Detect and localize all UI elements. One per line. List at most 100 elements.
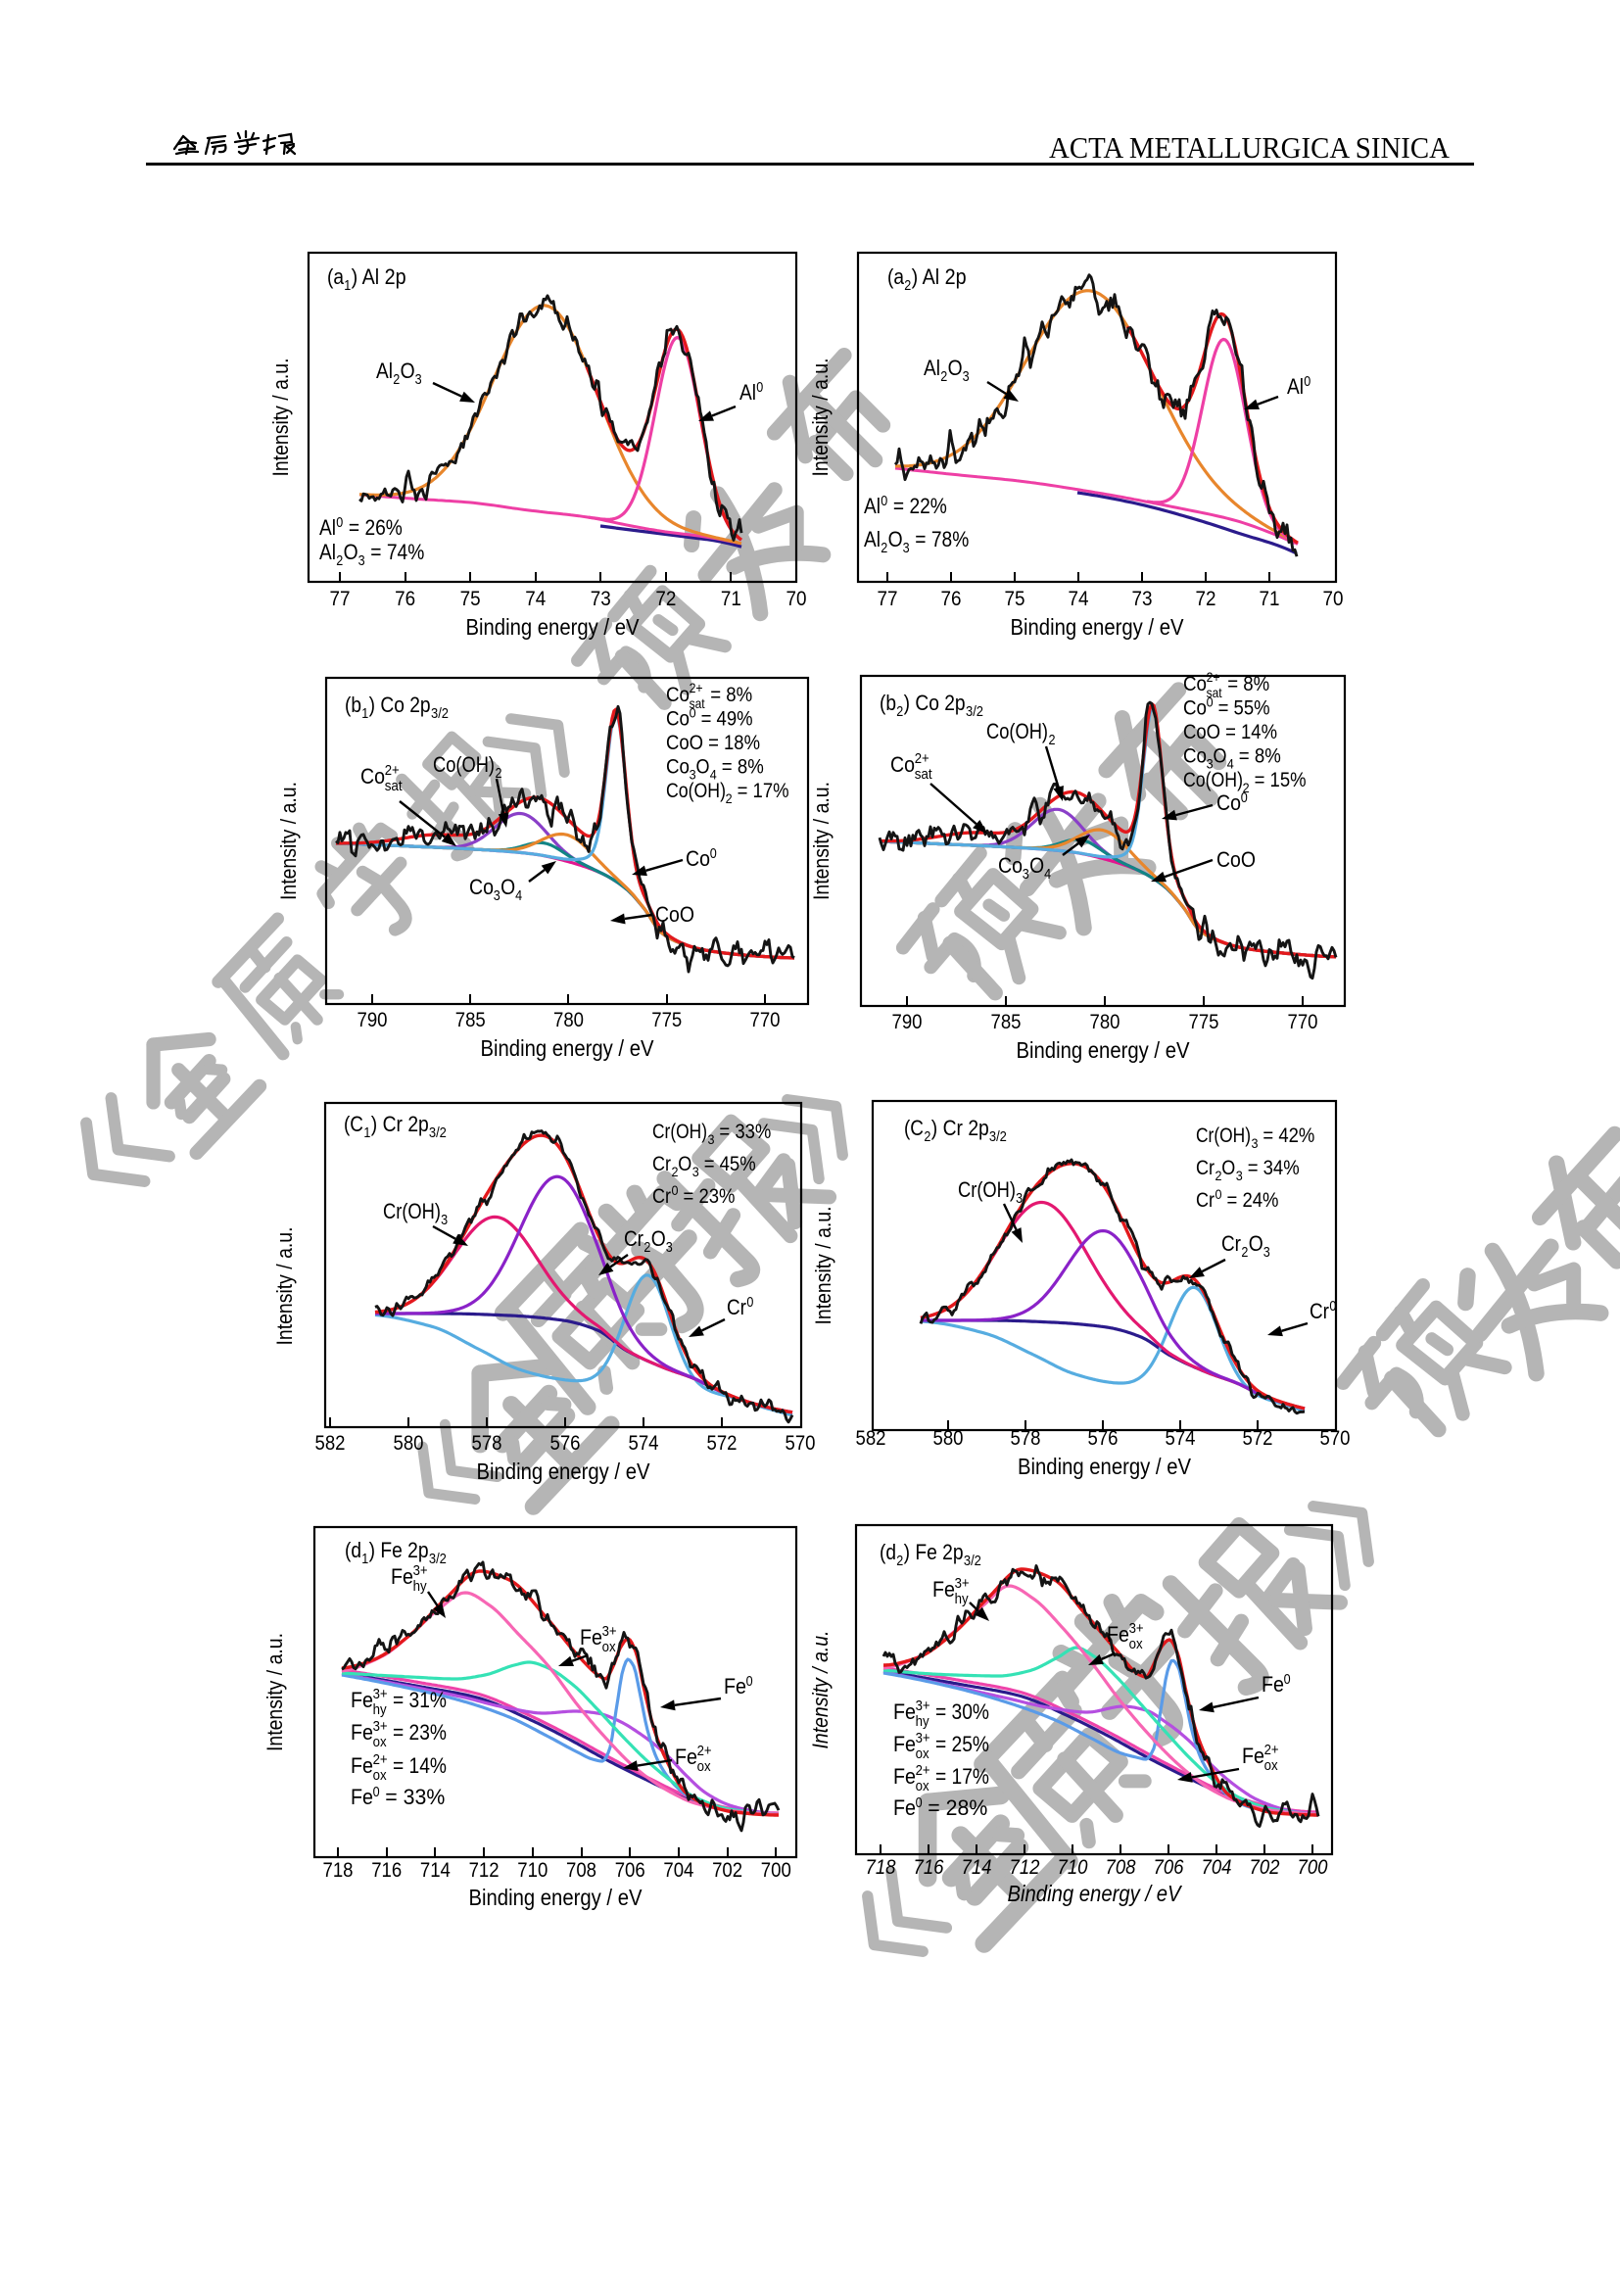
svg-text:0: 0 [1207,694,1214,710]
svg-text:ox: ox [1129,1636,1143,1652]
svg-text:0: 0 [1241,789,1248,806]
svg-text:3+: 3+ [955,1575,970,1592]
svg-text:O: O [1029,853,1044,878]
svg-text:0: 0 [690,705,696,721]
svg-text:= 8%: = 8% [1239,745,1281,768]
svg-text:74: 74 [525,588,546,610]
svg-text:2+: 2+ [1207,669,1220,685]
svg-text:) Al 2p: ) Al 2p [352,264,406,289]
svg-text:2: 2 [336,552,343,569]
svg-text:sat: sat [915,766,933,783]
svg-text:Intensity / a.u.: Intensity / a.u. [808,359,833,477]
svg-text:4: 4 [515,887,522,904]
svg-text:O: O [344,540,358,564]
svg-text:ox: ox [916,1778,929,1794]
svg-text:708: 708 [1106,1856,1136,1879]
svg-text:O: O [696,756,710,779]
svg-text:716: 716 [371,1859,402,1882]
svg-text:1: 1 [344,277,351,294]
svg-text:Intensity / a.u.: Intensity / a.u. [811,1207,835,1325]
svg-text:Cr(OH): Cr(OH) [383,1199,441,1223]
svg-text:CoO: CoO [1216,847,1256,872]
svg-text:2+: 2+ [690,680,703,695]
svg-text:= 78%: = 78% [915,527,969,551]
svg-text:Al: Al [1287,374,1304,399]
svg-text:570: 570 [1320,1427,1351,1450]
svg-text:76: 76 [395,588,415,610]
svg-text:572: 572 [707,1432,738,1455]
svg-text:= 14%: = 14% [393,1753,447,1778]
svg-text:CoO: CoO [655,902,694,927]
svg-text:0: 0 [1215,1186,1222,1202]
svg-text:3/2: 3/2 [429,1124,447,1141]
svg-text:2: 2 [940,368,947,385]
svg-text:2: 2 [896,1553,903,1569]
svg-text:ox: ox [697,1758,711,1775]
svg-text:75: 75 [460,588,481,610]
svg-text:O: O [1221,1157,1235,1179]
svg-text:Binding energy / eV: Binding energy / eV [1017,1037,1191,1063]
svg-text:Co: Co [469,875,494,899]
svg-text:3: 3 [1252,1135,1259,1151]
svg-text:Cr(OH): Cr(OH) [958,1177,1016,1202]
svg-text:0: 0 [1284,1671,1291,1688]
svg-text:Binding energy / eV: Binding energy / eV [481,1035,655,1061]
svg-text:712: 712 [1010,1856,1040,1879]
svg-text:) Al 2p: ) Al 2p [912,264,967,289]
svg-text:3: 3 [1016,1190,1023,1207]
svg-text:Intensity / a.u.: Intensity / a.u. [262,1633,287,1751]
svg-text:72: 72 [655,588,676,610]
svg-text:3+: 3+ [602,1623,617,1640]
svg-text:Al: Al [864,494,881,518]
svg-text:Al: Al [924,356,940,380]
svg-text:2: 2 [1215,1168,1222,1183]
svg-text:785: 785 [455,1009,486,1031]
svg-text:3: 3 [415,371,422,388]
svg-text:576: 576 [550,1432,581,1455]
svg-text:Intensity / a.u.: Intensity / a.u. [809,782,834,900]
svg-text:(d: (d [345,1538,361,1562]
svg-text:CoO = 18%: CoO = 18% [666,732,760,754]
svg-text:3: 3 [903,540,910,556]
svg-text:716: 716 [914,1856,944,1879]
svg-text:74: 74 [1069,588,1089,610]
svg-text:3: 3 [708,1131,715,1147]
svg-text:3/2: 3/2 [964,1553,981,1569]
svg-text:3: 3 [358,552,365,569]
svg-text:77: 77 [878,588,898,610]
svg-text:Co: Co [666,756,690,779]
svg-text:75: 75 [1005,588,1025,610]
svg-text:702: 702 [712,1859,742,1882]
svg-text:2: 2 [1241,1244,1248,1261]
svg-text:ox: ox [916,1746,929,1762]
svg-text:ox: ox [1264,1757,1278,1774]
svg-text:Co(OH): Co(OH) [986,719,1048,743]
svg-text:770: 770 [750,1009,781,1031]
svg-text:= 17%: = 17% [935,1764,989,1789]
svg-text:Al: Al [739,380,756,405]
svg-text:71: 71 [1260,588,1280,610]
svg-text:= 33%: = 33% [385,1785,445,1809]
svg-text:3: 3 [1236,1168,1243,1183]
svg-text:sat: sat [385,778,404,794]
svg-text:582: 582 [315,1432,346,1455]
svg-text:2: 2 [726,790,733,806]
svg-text:O: O [651,1226,666,1251]
svg-text:3: 3 [1263,1244,1270,1261]
svg-text:77: 77 [330,588,351,610]
svg-text:) Fe 2p: ) Fe 2p [369,1538,429,1562]
svg-text:Fe: Fe [893,1699,916,1724]
svg-text:O: O [500,875,515,899]
svg-text:= 25%: = 25% [935,1732,989,1756]
svg-text:2: 2 [881,540,887,556]
svg-text:3+: 3+ [1129,1620,1144,1637]
svg-text:3: 3 [692,1164,699,1179]
svg-text:2: 2 [496,765,502,782]
svg-text:700: 700 [761,1859,791,1882]
svg-text:71: 71 [721,588,741,610]
svg-text:hy: hy [955,1591,969,1607]
svg-text:(C: (C [904,1116,924,1140]
svg-text:Co: Co [666,708,690,731]
svg-text:1: 1 [361,705,368,722]
svg-text:3/2: 3/2 [989,1128,1007,1145]
